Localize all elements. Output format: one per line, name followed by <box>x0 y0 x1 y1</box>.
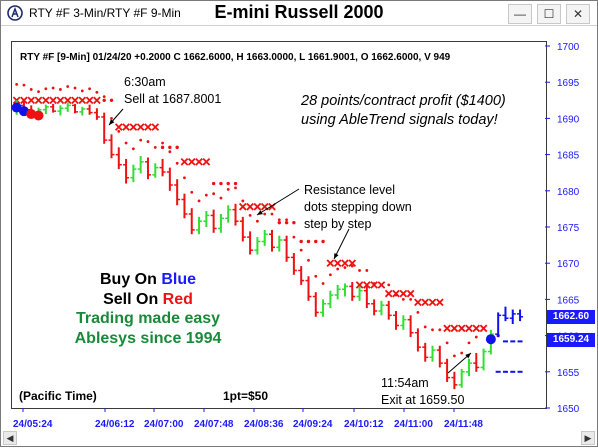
promo-trading-made-easy: Trading made easy <box>75 310 221 327</box>
x-tick-label: 24/06:12 <box>95 419 135 430</box>
profit-note-line1: 28 points/contract profit ($1400) <box>301 93 506 109</box>
x-tick-label: 24/11:00 <box>394 419 433 430</box>
promo-sell-prefix: Sell On <box>103 291 163 308</box>
y-tick-label: 1690 <box>557 114 580 125</box>
promo-buy-word: Blue <box>161 271 196 288</box>
y-tick-label: 1665 <box>557 295 580 306</box>
x-tick-label: 24/10:12 <box>344 419 384 430</box>
y-tick-label: 1680 <box>557 187 580 198</box>
scroll-right-icon[interactable]: ▶ <box>581 431 595 445</box>
x-tick-label: 24/07:00 <box>144 419 184 430</box>
resistance-note-line2: dots stepping down <box>304 200 412 214</box>
last-price-box: 1662.60 <box>547 310 595 324</box>
sell-price-note: Sell at 1687.8001 <box>124 92 222 106</box>
title-bar[interactable]: RTY #F 3-Min/RTY #F 9-Min E-mini Russell… <box>1 1 597 26</box>
stop-price-box: 1659.24 <box>547 333 595 347</box>
maximize-button[interactable]: ☐ <box>537 4 561 24</box>
x-tick-label: 24/09:24 <box>293 419 333 430</box>
y-tick-label: 1675 <box>557 223 580 234</box>
promo-buy-prefix: Buy On <box>99 271 162 288</box>
y-tick-label: 1670 <box>557 259 580 270</box>
sell-time-note: 6:30am <box>124 75 166 89</box>
x-tick-label: 24/07:48 <box>194 419 234 430</box>
promo-sell-on-red: Sell On Red <box>63 290 233 310</box>
bar-info-line: RTY #F [9-Min] 01/24/20 +0.2000 C 1662.6… <box>20 52 451 63</box>
y-tick-label: 1700 <box>557 42 580 53</box>
y-tick-label: 1685 <box>557 151 580 162</box>
app-logo-icon <box>7 5 23 21</box>
timezone-label: (Pacific Time) <box>19 389 97 403</box>
y-tick-label: 1655 <box>557 368 580 379</box>
x-tick-label: 24/05:24 <box>13 419 53 430</box>
scroll-left-icon[interactable]: ◀ <box>3 431 17 445</box>
exit-time-note: 11:54am <box>381 376 429 390</box>
minimize-button[interactable]: — <box>508 4 532 24</box>
resistance-note-line3: step by step <box>304 217 372 231</box>
x-tick-label: 24/11:48 <box>444 419 483 430</box>
promo-ablesys-since: Ablesys since 1994 <box>74 330 222 347</box>
y-tick-label: 1650 <box>557 404 580 415</box>
resistance-note-line1: Resistance level <box>304 183 396 197</box>
window-title: RTY #F 3-Min/RTY #F 9-Min <box>29 6 181 20</box>
profit-note-line2: using AbleTrend signals today! <box>301 112 498 128</box>
y-tick-label: 1695 <box>557 78 580 89</box>
promo-buy-on-blue: Buy On Blue <box>63 270 233 290</box>
close-button[interactable]: ✕ <box>566 4 590 24</box>
exit-price-note: Exit at 1659.50 <box>381 393 465 407</box>
promo-sell-word: Red <box>162 291 193 308</box>
x-tick-label: 24/08:36 <box>244 419 284 430</box>
point-value-label: 1pt=$50 <box>223 389 269 403</box>
